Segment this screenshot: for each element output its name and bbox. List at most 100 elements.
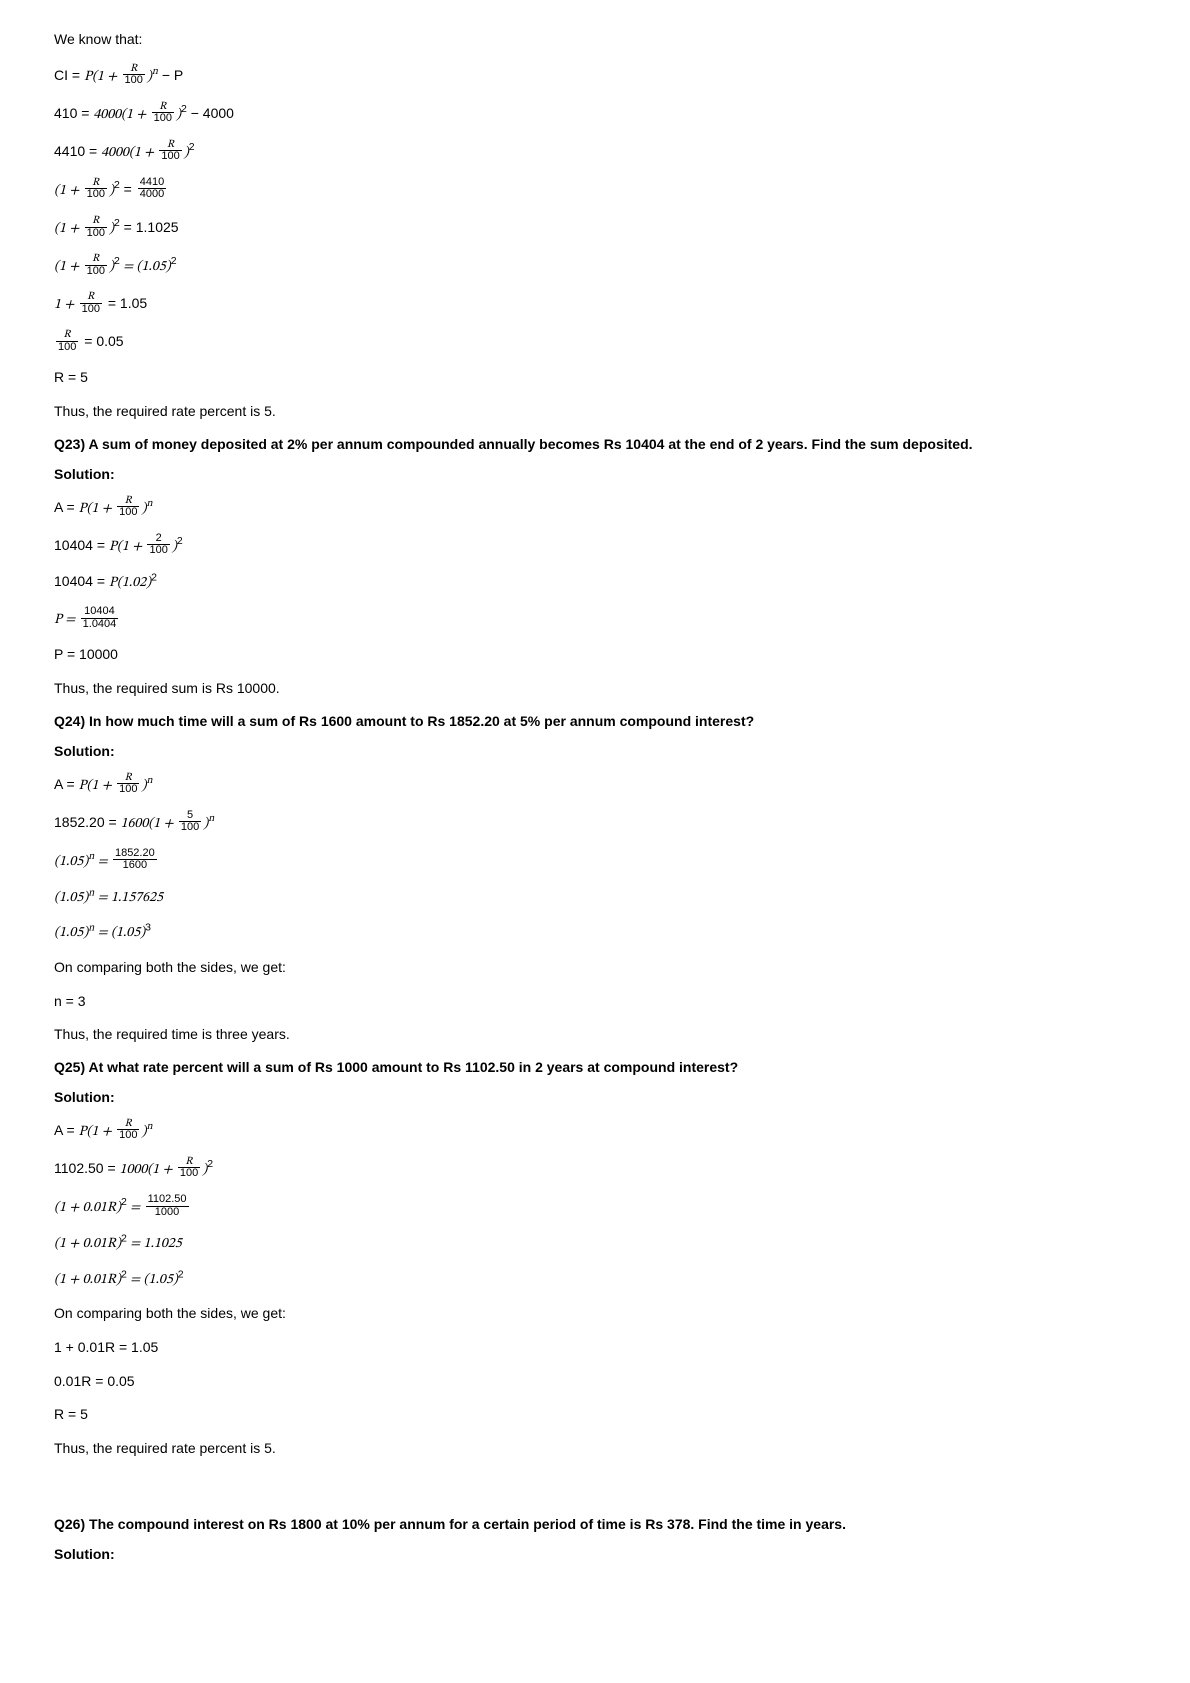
text: = (1.05) [127,1273,178,1287]
superscript: n [146,776,152,786]
text: A = [54,1122,79,1138]
text: (1.05) [54,891,88,905]
text: = (1.05) [94,926,145,940]
fraction: R100 [117,772,139,796]
text: P [79,1125,87,1139]
q25-line6: 1 + 0.01R = 1.05 [54,1338,1136,1358]
text: (1 + 0.01 [54,1273,107,1287]
q22-line7: 1 + R100 = 1.05 [54,292,1136,316]
spacer [54,1472,1136,1502]
fraction: R100 [85,177,107,201]
fraction: R100 [178,1156,200,1180]
superscript: 2 [177,535,183,547]
text: CI = [54,66,84,82]
text: − 4000 [187,104,234,120]
text: (1 + [54,184,83,198]
text: (1.02) [117,576,151,590]
text: 1 + [54,298,78,312]
text: A = [54,775,79,791]
text: 10404 = [54,573,109,589]
q25-line8: R = 5 [54,1405,1136,1425]
fraction: R100 [123,63,145,87]
q22-line8: R100 = 0.05 [54,330,1136,354]
text: P [79,778,87,792]
text: A = [54,498,79,514]
fraction: 2100 [147,533,169,557]
q24-line2: 1852.20 = 1600(1 + 5100)n [54,811,1136,835]
q24-title: Q24) In how much time will a sum of Rs 1… [54,713,1136,729]
text: (1 + 0.01 [54,1201,107,1215]
q24-line6: n = 3 [54,992,1136,1012]
text: (1 + [87,778,116,792]
fraction: R100 [117,1118,139,1142]
text: 10404 = [54,536,109,552]
fraction: R100 [85,253,107,277]
q23-line3: 10404 = P(1.02)2 [54,572,1136,594]
q23-title: Q23) A sum of money deposited at 2% per … [54,436,1136,452]
denominator: 100 [80,304,102,316]
denominator: 100 [117,507,139,519]
fraction: R100 [80,291,102,315]
denominator: 100 [123,75,145,87]
q26-solution-label: Solution: [54,1546,1136,1562]
fraction: 5100 [179,810,201,834]
q25-title: Q25) At what rate percent will a sum of … [54,1059,1136,1075]
q22-line4: (1 + R100)2 = 44104000 [54,178,1136,202]
fraction: R100 [152,101,174,125]
superscript: n [208,814,214,824]
text: = [94,855,111,869]
denominator: 100 [147,545,169,557]
text: (1 + [54,260,83,274]
q23-line2: 10404 = P(1 + 2100)2 [54,534,1136,558]
superscript: 3 [145,922,151,934]
q25-line2: 1102.50 = 1000(1 + R100)2 [54,1157,1136,1181]
q24-conclusion: Thus, the required time is three years. [54,1025,1136,1045]
q22-line1: CI = P(1 + R100)n − P [54,64,1136,88]
text: (1 + [87,1125,116,1139]
text: P [84,69,92,83]
text: (1 + [87,501,116,515]
fraction: R100 [85,215,107,239]
text: = 1.1025 [120,219,179,235]
text: 4410 = [54,143,101,159]
q25-line3: (1 + 0.01R)2 = 1102.501000 [54,1195,1136,1219]
fraction: 44104000 [138,177,166,201]
numerator: R [85,215,107,228]
text: (1 + [117,539,146,553]
fraction: 104041.0404 [81,606,119,630]
numerator: R [85,253,107,266]
text: 4000(1 + [93,107,149,121]
q22-line3: 4410 = 4000(1 + R100)2 [54,140,1136,164]
numerator: R [56,329,78,342]
superscript: 2 [171,255,177,267]
superscript: 2 [178,1268,184,1280]
text: = 1.157625 [94,891,163,905]
superscript: 2 [151,571,157,583]
text: = 1.05 [104,295,147,311]
denominator: 100 [178,1168,200,1180]
q22-line2: 410 = 4000(1 + R100)2 − 4000 [54,102,1136,126]
text: (1 + [54,222,83,236]
superscript: 2 [189,141,195,153]
text: (1.05) [54,855,88,869]
text: P = [54,613,79,627]
q25-line7: 0.01R = 0.05 [54,1372,1136,1392]
denominator: 100 [117,784,139,796]
text: P [109,539,117,553]
denominator: 100 [152,113,174,125]
q23-line5: P = 10000 [54,645,1136,665]
q22-line5: (1 + R100)2 = 1.1025 [54,216,1136,240]
fraction: R100 [117,495,139,519]
text: 1102.50 = [54,1160,120,1176]
denominator: 100 [117,1130,139,1142]
text: P [79,501,87,515]
denominator: 100 [179,822,201,834]
denominator: 1.0404 [81,619,119,631]
text: R [107,1237,116,1251]
superscript: n [146,499,152,509]
q24-line4: (1.05)n = 1.157625 [54,887,1136,909]
denominator: 100 [85,189,107,201]
q24-line1: A = P(1 + R100)n [54,773,1136,797]
q23-solution-label: Solution: [54,466,1136,482]
q25-solution-label: Solution: [54,1089,1136,1105]
